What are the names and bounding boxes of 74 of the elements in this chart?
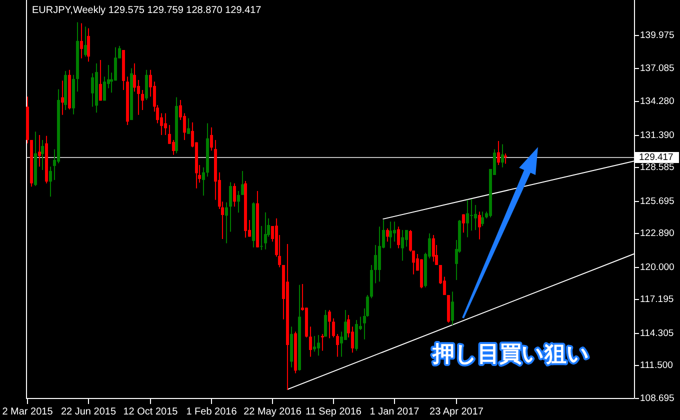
candlestick [38, 134, 41, 168]
candlestick [374, 244, 377, 284]
y-tick-label: 125.695 [640, 196, 674, 207]
x-tick-label: 1 Feb 2016 [186, 406, 238, 418]
candlestick [405, 229, 408, 248]
candlestick [474, 204, 477, 230]
y-tick-label: 131.390 [640, 130, 674, 141]
candlestick [470, 198, 473, 232]
candlestick [432, 234, 435, 262]
x-tick-label: 22 Jun 2015 [60, 406, 116, 418]
x-tick-label: 12 Oct 2015 [123, 406, 178, 418]
candlestick [313, 335, 316, 352]
candlestick [451, 291, 454, 326]
candlestick [241, 170, 244, 196]
x-tick-label: 2 Mar 2015 [2, 406, 54, 418]
candlestick [103, 76, 106, 102]
candlestick [80, 22, 83, 59]
y-tick-label: 122.890 [640, 228, 674, 239]
annotation: 押し目買い狙い [432, 341, 590, 366]
candlestick [145, 69, 148, 100]
candlestick [386, 228, 389, 242]
candlestick [481, 211, 484, 227]
y-tick-label: 120.000 [640, 262, 674, 273]
y-tick-label: 108.695 [640, 393, 674, 404]
candlestick [61, 80, 64, 116]
ref-line-label: 129.417 [639, 152, 674, 163]
candlestick [501, 144, 504, 168]
candlestick [497, 140, 500, 166]
candlestick [237, 190, 240, 214]
candlestick [397, 226, 400, 249]
candlestick [141, 89, 144, 110]
candlestick [84, 26, 87, 58]
candlestick [389, 221, 392, 249]
candlestick [99, 59, 102, 102]
y-tick-label: 117.195 [640, 294, 674, 305]
candlestick [462, 214, 465, 234]
candlestick [332, 318, 335, 338]
candlestick [504, 152, 507, 164]
candlestick [229, 182, 232, 232]
text: EURJPY,Weekly 129.575 129.759 128.870 129.417 [32, 5, 262, 16]
candlestick [91, 72, 94, 108]
candlestick [466, 199, 469, 238]
y-tick-label: 111.500 [640, 360, 673, 371]
x-tick-label: 11 Sep 2016 [306, 406, 362, 418]
candlestick [344, 309, 347, 341]
candlestick [187, 118, 190, 134]
candlestick [264, 212, 267, 250]
x-tick-label: 22 May 2016 [244, 406, 302, 418]
candlestick [336, 333, 339, 358]
y-tick-label: 137.085 [640, 63, 674, 74]
candlestick [164, 112, 167, 136]
candlestick [87, 28, 90, 62]
candlestick [324, 309, 327, 338]
x-tick-label: 23 Apr 2017 [430, 406, 484, 418]
y-tick-label: 114.305 [640, 328, 674, 339]
candlestick [478, 211, 481, 240]
candlestick [49, 166, 52, 198]
candlestick [321, 333, 324, 352]
candlestick [210, 126, 213, 152]
candlestick [328, 309, 331, 339]
candlestick [393, 221, 396, 242]
candlestick [309, 326, 312, 358]
candlestick [401, 229, 404, 262]
candlestick [133, 62, 136, 92]
candlestick [202, 166, 205, 196]
x-tick-label: 1 Jan 2017 [370, 406, 420, 418]
y-tick-label: 128.585 [640, 162, 674, 173]
candlestick [233, 182, 236, 208]
y-tick-label: 134.280 [640, 96, 674, 107]
candlestick [41, 139, 44, 171]
y-tick-label: 139.975 [640, 30, 674, 41]
candlestick [317, 334, 320, 356]
candlestick [225, 202, 228, 244]
candlestick [114, 46, 117, 82]
